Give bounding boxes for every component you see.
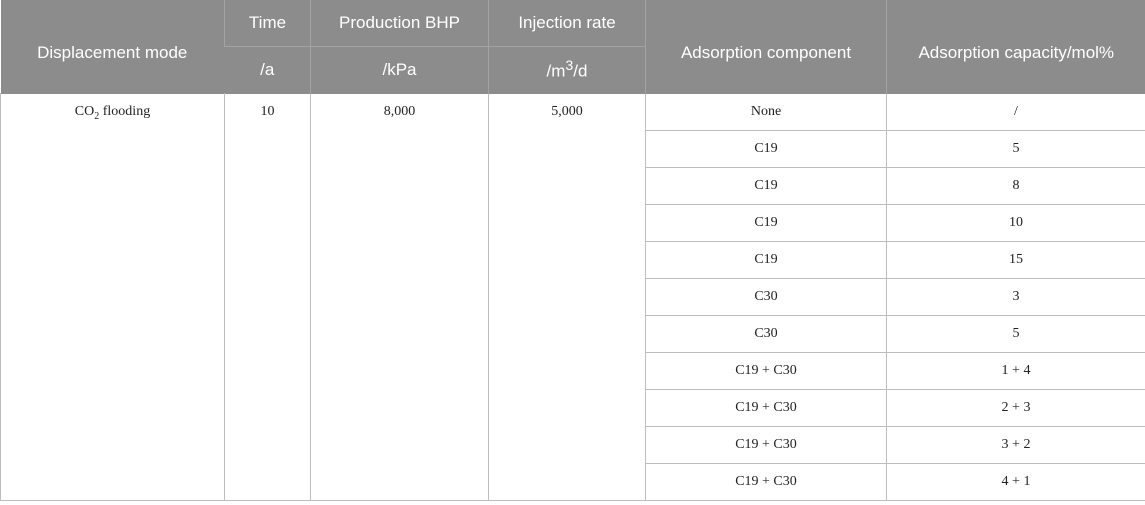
mode-sub: 2 bbox=[94, 110, 100, 122]
table-row: C19 8 bbox=[1, 167, 1145, 205]
cell-adsorption-capacity: 3 + 2 bbox=[886, 426, 1145, 464]
cell-adsorption-component: C19 + C30 bbox=[645, 352, 887, 390]
mode-pre: CO bbox=[74, 104, 95, 119]
cell-adsorption-component: C19 + C30 bbox=[645, 463, 887, 501]
cell-production-bhp: 8,000 bbox=[310, 93, 489, 501]
header-displacement-mode: Displacement mode bbox=[0, 0, 225, 94]
mode-post: flooding bbox=[99, 104, 151, 119]
header-time-unit: /a bbox=[224, 46, 311, 94]
table-row: C19 + C30 4 + 1 bbox=[1, 463, 1145, 501]
cell-adsorption-capacity: 8 bbox=[886, 167, 1145, 205]
table-header: Displacement mode Time Production BHP In… bbox=[0, 0, 1145, 94]
cell-adsorption-component: C19 bbox=[645, 130, 887, 168]
header-time: Time bbox=[224, 0, 311, 47]
cell-adsorption-component: C30 bbox=[645, 315, 887, 353]
cell-adsorption-capacity: / bbox=[886, 93, 1145, 131]
table-row: C19 + C30 2 + 3 bbox=[1, 389, 1145, 427]
cell-adsorption-capacity: 1 + 4 bbox=[886, 352, 1145, 390]
table-row: CO2 flooding 10 8,000 5,000 None / bbox=[0, 93, 1145, 501]
table-row: C19 + C30 3 + 2 bbox=[1, 426, 1145, 464]
header-production-bhp-unit: /kPa bbox=[310, 46, 489, 94]
unit-sup: 3 bbox=[565, 58, 574, 75]
header-injection-rate-unit: /m3/d bbox=[488, 46, 646, 94]
header-production-bhp: Production BHP bbox=[310, 0, 489, 47]
cell-time: 10 bbox=[224, 93, 311, 501]
cell-displacement-mode: CO2 flooding bbox=[0, 93, 225, 501]
table-row: C30 5 bbox=[1, 315, 1145, 353]
cell-adsorption-component: C19 bbox=[645, 241, 887, 279]
cell-adsorption-component: C19 bbox=[645, 204, 887, 242]
cell-adsorption-component: None bbox=[645, 93, 887, 131]
cell-adsorption-capacity: 3 bbox=[886, 278, 1145, 316]
cell-adsorption-component: C30 bbox=[645, 278, 887, 316]
header-adsorption-capacity: Adsorption capacity/mol% bbox=[886, 0, 1145, 94]
cell-adsorption-capacity: 10 bbox=[886, 204, 1145, 242]
cell-adsorption-capacity: 4 + 1 bbox=[886, 463, 1145, 501]
unit-pre: /m bbox=[546, 61, 566, 81]
cell-adsorption-component: C19 + C30 bbox=[645, 389, 887, 427]
table-body: CO2 flooding 10 8,000 5,000 None / C19 5 C19 8 C19… bbox=[0, 93, 1145, 501]
header-adsorption-component: Adsorption component bbox=[645, 0, 887, 94]
cell-adsorption-component: C19 + C30 bbox=[645, 426, 887, 464]
cell-injection-rate: 5,000 bbox=[488, 93, 646, 501]
cell-adsorption-component: C19 bbox=[645, 167, 887, 205]
table-row: C19 5 bbox=[1, 130, 1145, 168]
cell-adsorption-capacity: 2 + 3 bbox=[886, 389, 1145, 427]
cell-adsorption-capacity: 15 bbox=[886, 241, 1145, 279]
header-injection-rate: Injection rate bbox=[488, 0, 646, 47]
unit-post: /d bbox=[573, 61, 588, 81]
cell-adsorption-capacity: 5 bbox=[886, 315, 1145, 353]
cell-adsorption-capacity: 5 bbox=[886, 130, 1145, 168]
